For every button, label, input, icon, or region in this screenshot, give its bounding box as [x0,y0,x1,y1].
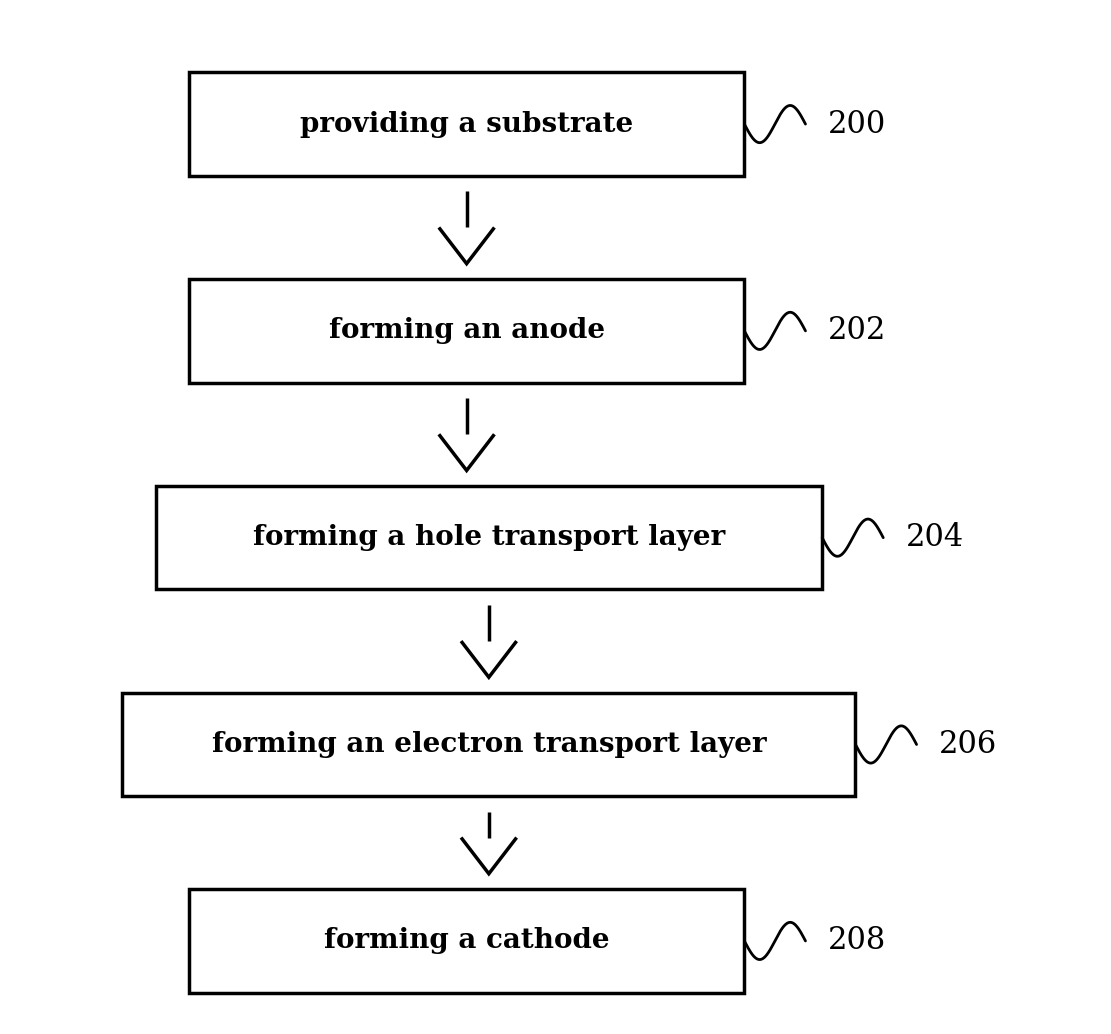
Bar [189,889,744,993]
Text: forming a hole transport layer: forming a hole transport layer [252,524,725,551]
Text: providing a substrate: providing a substrate [300,111,633,138]
Text: 204: 204 [905,522,963,553]
Text: forming an anode: forming an anode [329,317,604,344]
Text: forming an electron transport layer: forming an electron transport layer [211,731,767,758]
Bar [189,72,744,176]
Text: 202: 202 [828,315,887,346]
Text: 208: 208 [828,925,885,956]
Bar [156,486,822,589]
Bar [189,279,744,383]
Text: forming a cathode: forming a cathode [323,927,610,954]
Bar [122,693,855,796]
Text: 206: 206 [939,729,997,760]
Text: 200: 200 [828,109,885,140]
